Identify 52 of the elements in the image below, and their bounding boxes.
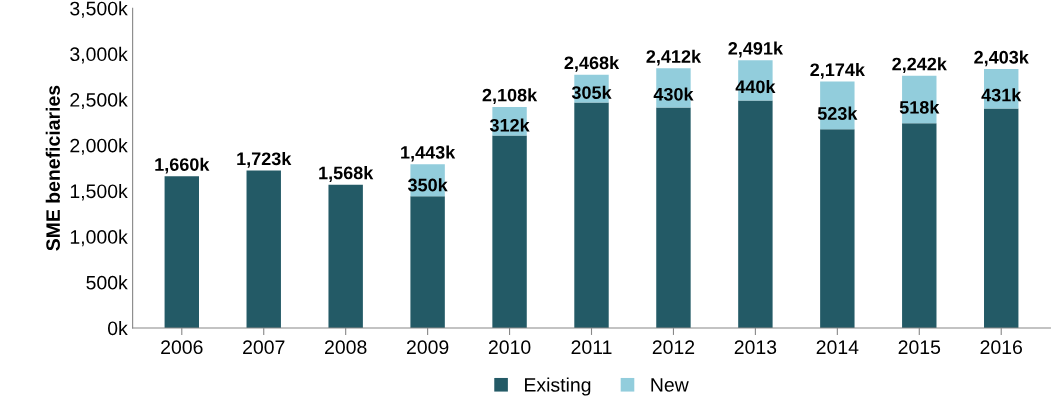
data-label: 518k: [899, 100, 940, 114]
bar: [656, 107, 691, 328]
y-tick-label: 1,500k: [70, 183, 128, 201]
x-tick-label: 2007: [243, 340, 285, 355]
y-tick-label: 1,000k: [70, 229, 128, 247]
data-label: 1,443k: [401, 145, 456, 162]
y-tick-label: 3,500k: [70, 1, 128, 18]
x-tick-label: 2016: [980, 340, 1022, 355]
bar: [820, 129, 855, 328]
bar: [492, 135, 527, 328]
data-label: 350k: [407, 178, 448, 192]
y-tick-label: 500k: [86, 275, 128, 290]
data-label: 1,568k: [319, 166, 374, 182]
y-axis-title: SME beneficiaries: [45, 85, 60, 251]
data-label: 431k: [981, 88, 1022, 102]
y-tick-label: 2,500k: [70, 92, 128, 110]
x-tick-label: 2013: [734, 340, 777, 355]
data-label: 1,660k: [155, 157, 210, 174]
data-label: 523k: [817, 106, 858, 120]
data-label: 2,108k: [482, 88, 538, 105]
data-label: 1,723k: [237, 151, 292, 168]
legend-label: New: [651, 378, 689, 392]
y-tick-label: 2,000k: [70, 138, 128, 155]
data-label: 2,491k: [728, 41, 784, 58]
bar: [246, 170, 281, 328]
data-label: 2,468k: [564, 55, 620, 72]
x-tick-label: 2010: [488, 340, 531, 355]
data-label: 305k: [571, 85, 612, 100]
data-label: 2,242k: [892, 57, 947, 74]
data-label: 2,174k: [810, 62, 865, 79]
data-label: 2,412k: [646, 49, 702, 66]
bar: [984, 108, 1019, 328]
data-label: 430k: [653, 87, 694, 101]
x-tick-label: 2012: [652, 340, 695, 355]
data-label: 440k: [735, 79, 776, 94]
bar: [902, 123, 937, 328]
x-tick-label: 2014: [816, 340, 859, 355]
y-tick-label: 0k: [107, 320, 128, 336]
x-tick-label: 2009: [406, 340, 449, 355]
y-tick-label: 3,000k: [70, 46, 128, 64]
x-tick-label: 2011: [571, 340, 612, 355]
bar: [328, 184, 363, 328]
bar: [410, 196, 445, 328]
bar: [738, 100, 773, 328]
x-tick-label: 2006: [161, 340, 203, 355]
data-label: 2,403k: [974, 50, 1029, 67]
legend-label: Existing: [525, 377, 591, 396]
bar: [164, 176, 199, 328]
x-tick-label: 2008: [325, 340, 367, 355]
x-tick-label: 2015: [898, 340, 941, 355]
bar: [574, 102, 609, 328]
data-label: 312k: [489, 118, 530, 132]
